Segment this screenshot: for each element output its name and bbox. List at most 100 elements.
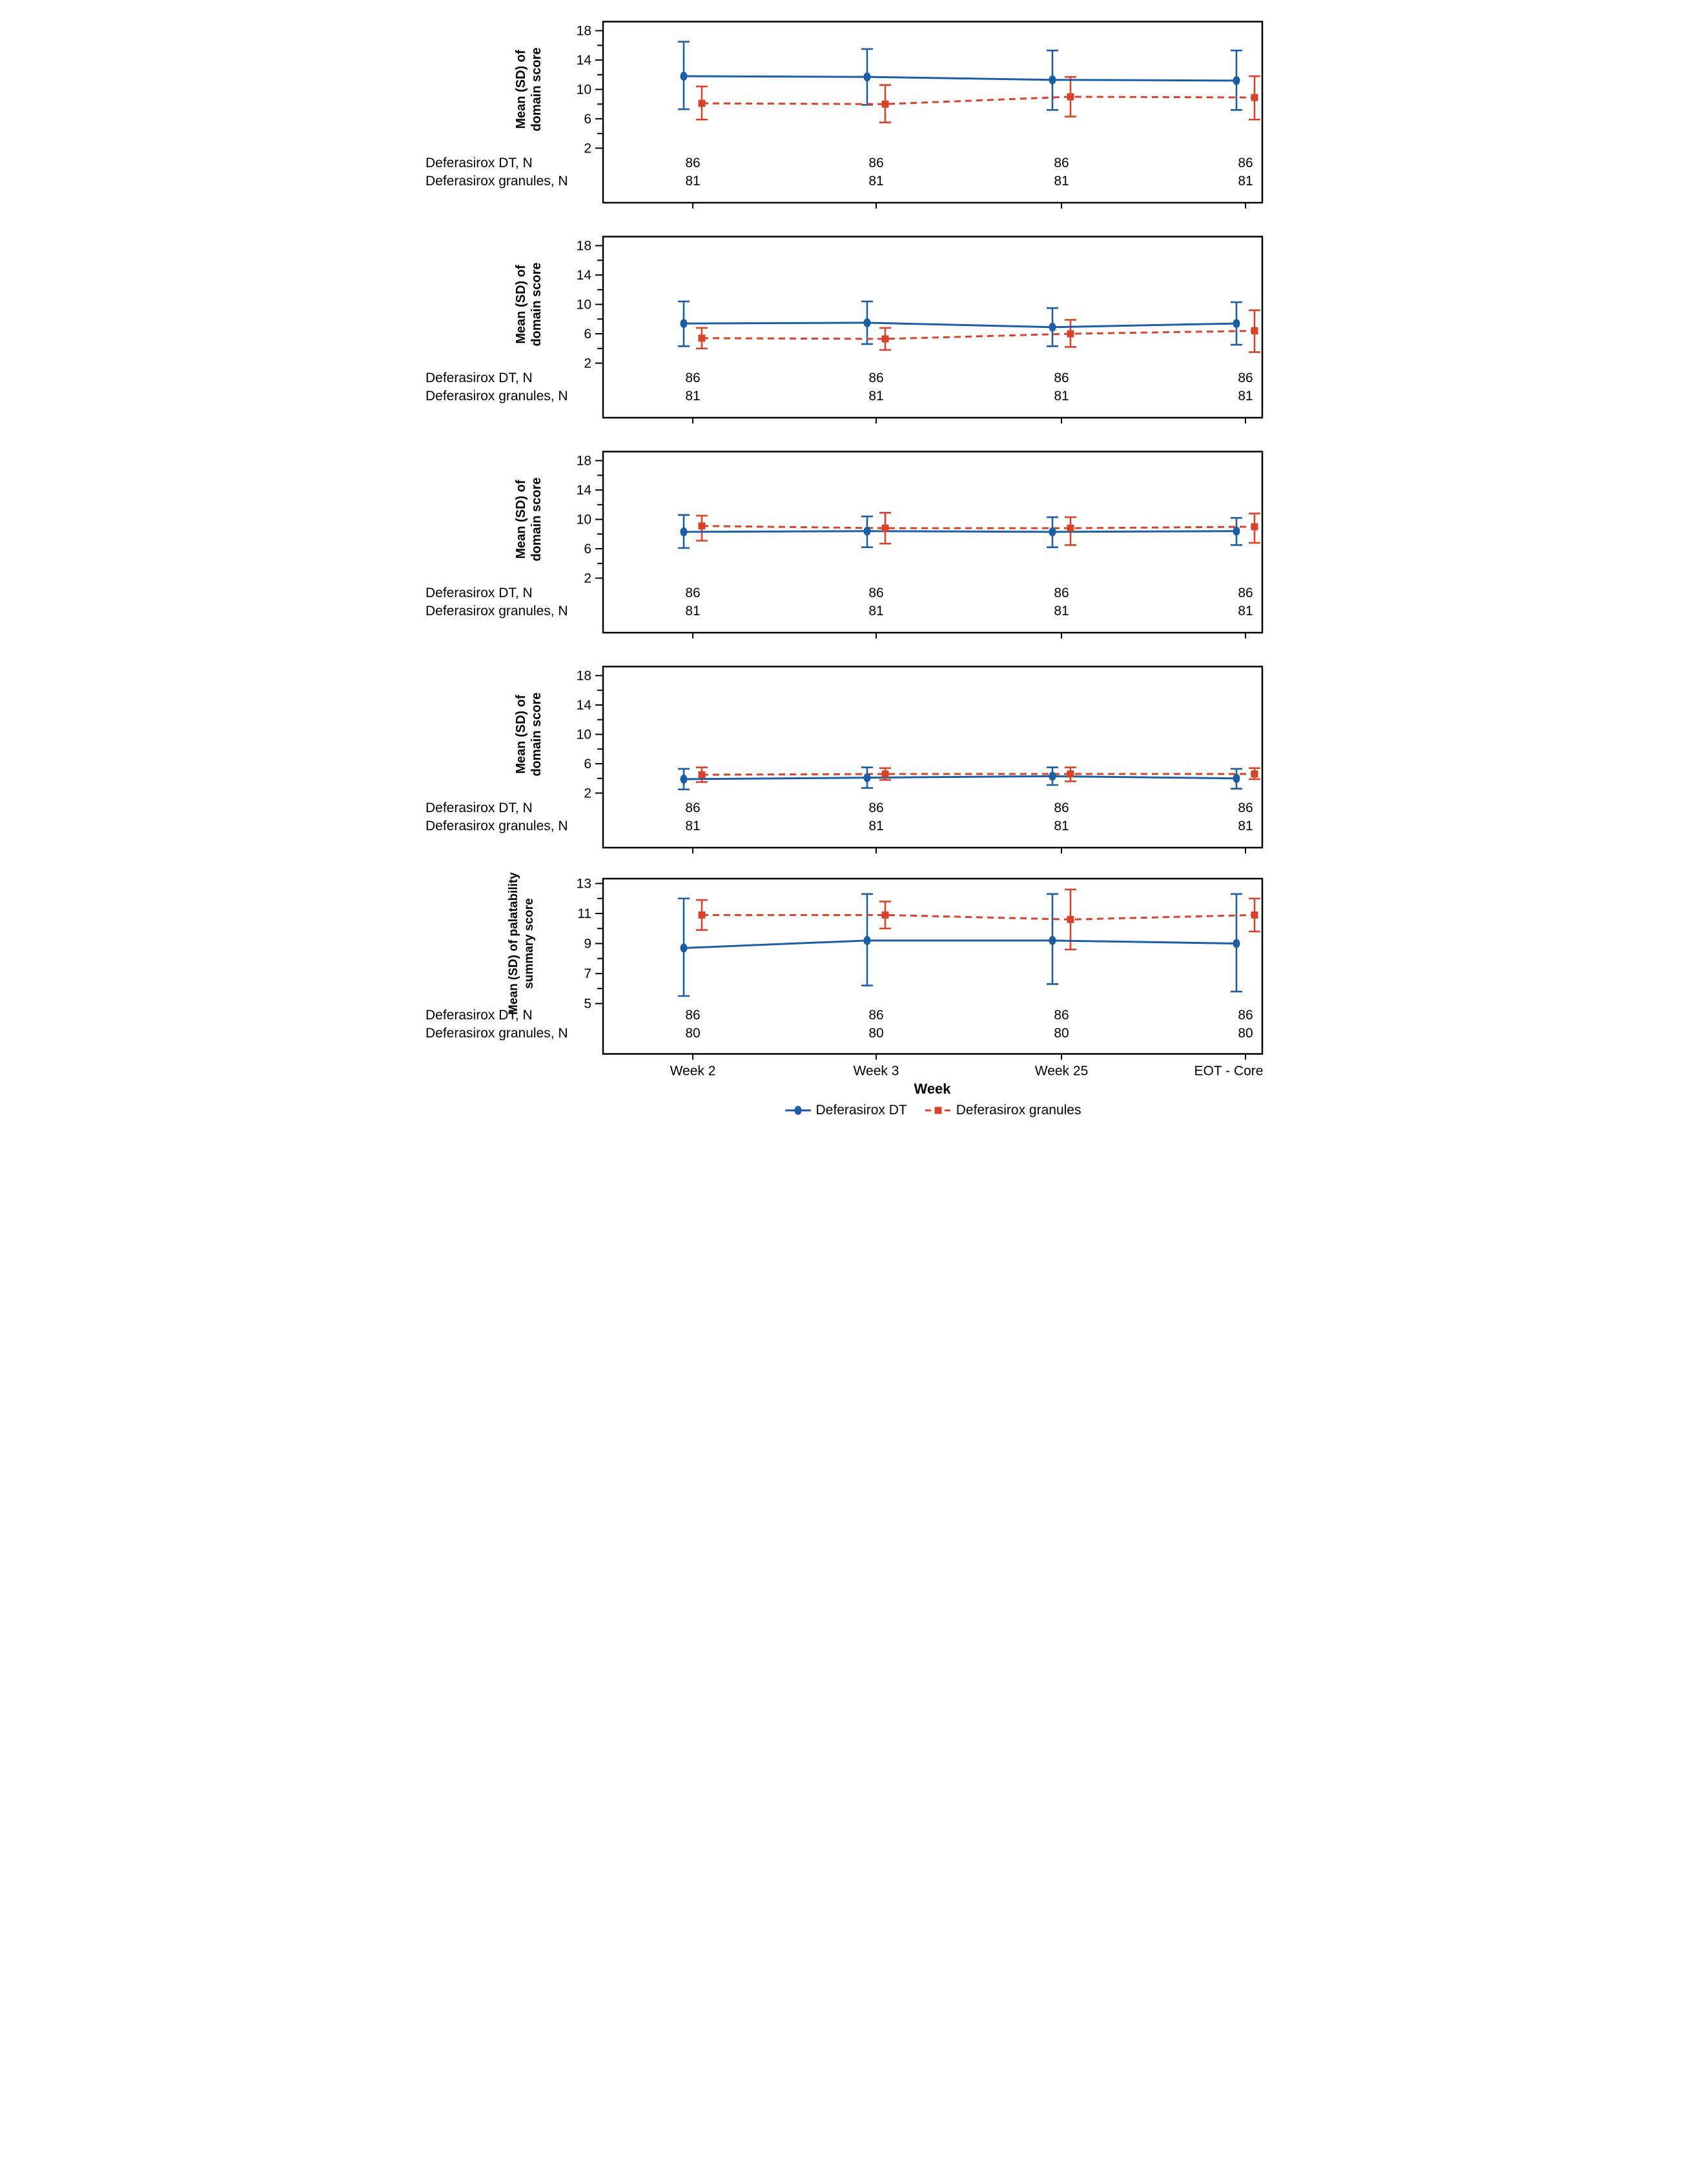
y-tick-label: 10 [576,728,591,742]
row-label-dt: Deferasirox DT, N [425,801,533,815]
marker-circle-dt [863,935,870,945]
marker-square-granules [881,335,888,343]
y-tick-label: 5 [584,997,591,1012]
series-line-granules [701,525,1255,529]
row-label-granules: Deferasirox granules, N [425,819,568,833]
n-value: 86 [868,371,883,385]
x-axis-title: Week [914,1081,951,1097]
n-value: 81 [1238,389,1253,403]
y-axis-title: Mean (SD) of palatability [507,872,520,1015]
y-tick-label: 2 [584,571,591,586]
panel-1-chart: 18 14 10 6 2 86 86 86 86 Deferasirox DT, N 81 81 81 8… [425,21,1263,209]
n-value: 86 [1054,801,1069,815]
legend: Deferasirox DT Deferasirox granules [603,1103,1262,1127]
marker-square-granules [881,770,888,778]
marker-circle-dt [1233,526,1240,536]
row-label-granules: Deferasirox granules, N [425,389,568,403]
series-line-granules [701,329,1255,340]
y-tick-label: 2 [584,786,591,801]
n-value: 86 [685,586,700,600]
legend-key-granules-icon [925,1107,951,1114]
y-tick-label: 7 [584,966,591,981]
row-label-dt: Deferasirox DT, N [425,1008,533,1023]
y-axis-title: summary score [522,898,536,988]
n-value: 81 [685,604,700,618]
marker-square-granules [881,524,888,532]
marker-circle-dt [1233,939,1240,948]
y-tick-label: 11 [577,906,591,921]
marker-square-granules [698,522,705,530]
marker-square-granules [1067,524,1074,532]
series-line-dt [683,939,1236,949]
marker-circle-dt [1233,76,1240,85]
marker-square-granules [1251,770,1258,778]
row-label-granules: Deferasirox granules, N [425,604,568,618]
marker-circle-dt [863,318,870,327]
marker-circle-dt [680,943,687,953]
marker-circle-dt [1049,527,1056,536]
series-line-dt [683,75,1236,82]
marker-circle-dt [1049,771,1056,781]
marker-circle-dt [1049,935,1056,945]
y-tick-label: 2 [584,141,591,156]
marker-circle-dt [863,773,870,782]
y-tick-label: 10 [576,298,591,312]
n-value: 86 [1238,1008,1253,1023]
n-value: 81 [1238,174,1253,189]
x-category-label: Week 3 [853,1064,899,1079]
series-line-dt [683,321,1236,329]
n-value: 81 [868,174,883,189]
plot-box [602,666,1263,849]
n-value: 80 [685,1026,700,1041]
y-tick-label: 6 [584,757,591,771]
row-label-dt: Deferasirox DT, N [425,586,533,600]
y-tick-label: 18 [576,239,591,254]
marker-square-granules [1067,770,1074,778]
marker-circle-dt [1233,319,1240,329]
plot-box [602,236,1263,419]
row-label-granules: Deferasirox granules, N [425,174,568,189]
marker-square-granules [1067,330,1074,338]
row-label-dt: Deferasirox DT, N [425,156,533,170]
y-tick-label: 14 [576,53,591,68]
n-value: 86 [1054,371,1069,385]
n-value: 81 [1054,604,1069,618]
y-axis-title: Mean (SD) of [514,50,528,129]
series-line-granules [701,913,1255,921]
marker-circle-dt [680,319,687,329]
n-value: 80 [868,1026,883,1041]
marker-square-granules [1251,327,1258,334]
n-value: 86 [1054,156,1069,170]
y-axis-title: Mean (SD) of [514,480,528,559]
y-tick-label: 18 [576,669,591,684]
y-axis-title: domain score [529,692,544,776]
n-value: 81 [1054,174,1069,189]
series-line-granules [701,96,1255,105]
series-line-dt [683,775,1236,781]
n-value: 80 [1238,1026,1253,1041]
y-tick-label: 9 [584,937,591,952]
y-tick-label: 18 [576,24,591,39]
plot-box [602,451,1263,634]
y-tick-label: 10 [576,83,591,97]
n-value: 81 [685,174,700,189]
marker-circle-dt [863,526,870,536]
n-value: 86 [868,1008,883,1023]
legend-item-dt: Deferasirox DT [784,1103,907,1118]
n-value: 86 [1238,371,1253,385]
marker-circle-dt [1049,75,1056,85]
n-value: 86 [685,156,700,170]
marker-circle-dt [1049,322,1056,332]
marker-square-granules [881,911,888,919]
panels-stack: 18 14 10 6 2 86 86 86 86 Deferasirox DT, N 81 81 81 8… [423,4,1269,1079]
y-axis-title: domain score [529,477,544,561]
marker-square-granules [698,334,705,342]
n-value: 86 [685,801,700,815]
x-axis-title-row: Week [603,1081,1262,1097]
n-value: 86 [1054,1008,1069,1023]
n-value: 86 [1238,801,1253,815]
panel-5-chart: 13 11 9 7 5 86 86 86 86 Deferasirox DT, N 80 80 80 80… [425,872,1263,1079]
marker-square-granules [698,99,705,107]
n-value: 81 [868,819,883,833]
n-value: 81 [1054,819,1069,833]
